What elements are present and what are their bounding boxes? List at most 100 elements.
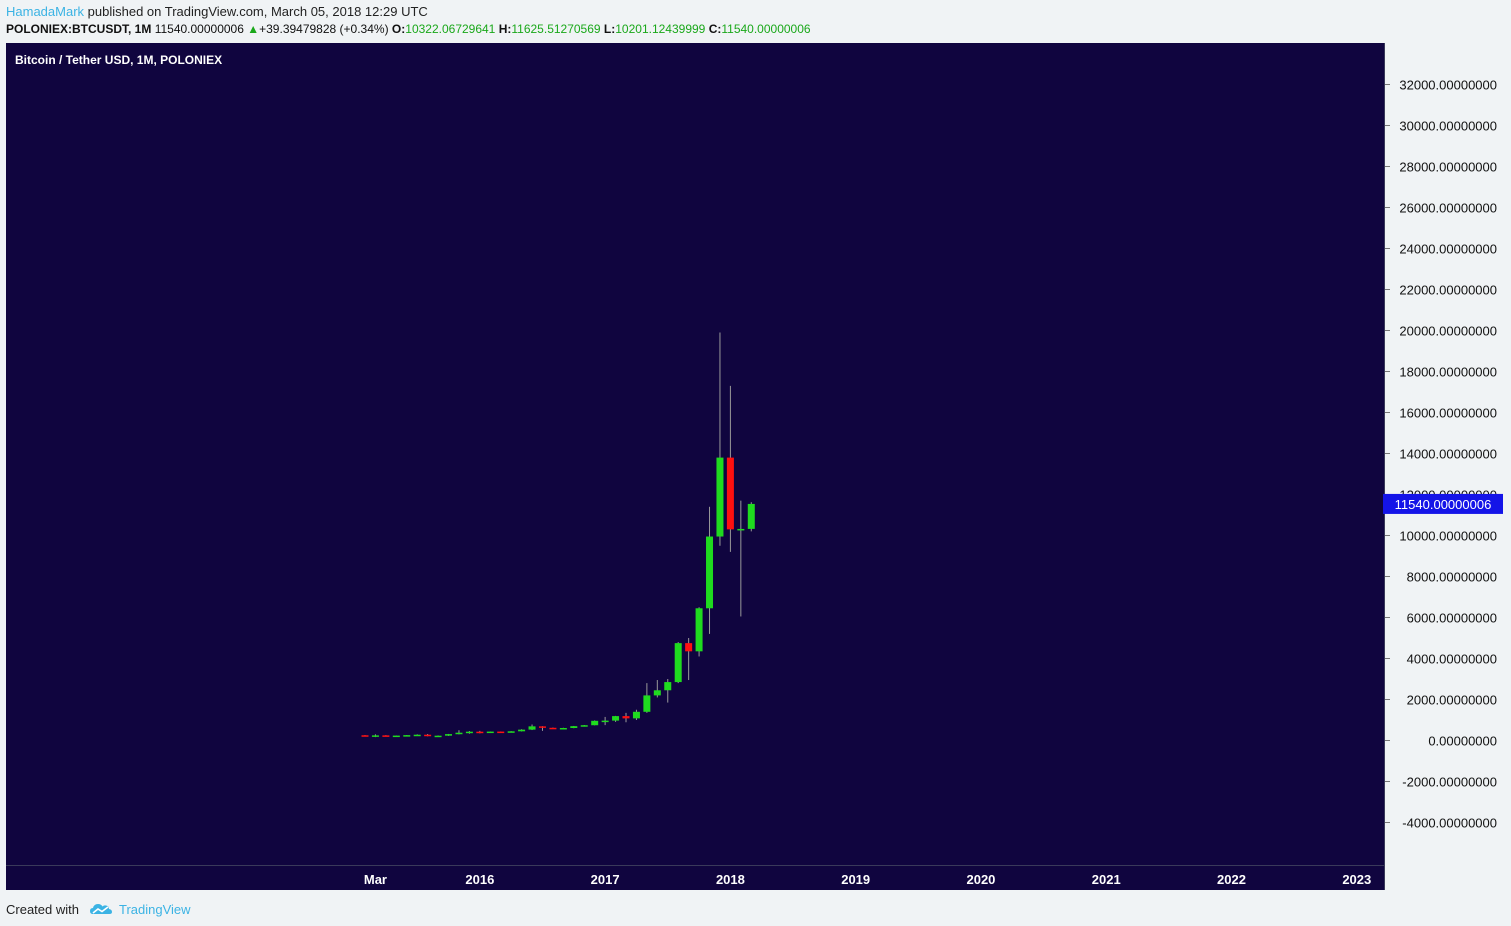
- candle-body: [664, 682, 672, 691]
- candle: [445, 733, 453, 736]
- x-tick-label: 2017: [591, 872, 620, 887]
- candle-body: [538, 726, 546, 728]
- candle-body: [632, 711, 640, 719]
- candle: [455, 730, 463, 735]
- low-value: 10201.12439999: [615, 22, 706, 36]
- high-value: 11625.51270569: [511, 22, 601, 36]
- candle-body: [403, 735, 411, 737]
- y-tick-label: 14000.00000000: [1399, 447, 1497, 462]
- y-tick-label: 18000.00000000: [1399, 365, 1497, 380]
- y-tick-label: -2000.00000000: [1402, 775, 1497, 790]
- candle: [664, 679, 672, 703]
- x-tick-label: 2023: [1342, 872, 1371, 887]
- candle: [361, 735, 369, 737]
- created-with-text: Created with: [6, 901, 79, 917]
- close-label: C:: [708, 22, 722, 36]
- candle: [685, 638, 693, 681]
- y-tick-label: 2000.00000000: [1407, 693, 1497, 708]
- candle-body: [601, 720, 609, 723]
- candle-body: [434, 735, 442, 738]
- candle: [601, 716, 609, 726]
- candle: [486, 731, 494, 734]
- last-price-marker: 11540.00000006: [1383, 493, 1503, 514]
- y-tick-label: 20000.00000000: [1399, 324, 1497, 339]
- candle: [580, 725, 588, 727]
- last-value: 11540.00000006: [154, 22, 244, 36]
- candle-body: [497, 731, 505, 734]
- y-tick-label: 22000.00000000: [1399, 283, 1497, 298]
- price-axis[interactable]: [1386, 43, 1504, 890]
- candle-body: [476, 731, 484, 734]
- last-price-badge: [1383, 493, 1503, 514]
- y-tick-label: 0.00000000: [1428, 734, 1497, 749]
- candle-body: [486, 731, 494, 734]
- y-tick-label: 4000.00000000: [1407, 652, 1497, 667]
- candle: [570, 725, 578, 729]
- candle: [706, 506, 714, 634]
- published-text: published on TradingView.com, March 05, …: [87, 4, 428, 19]
- candle: [538, 726, 546, 731]
- candle: [747, 502, 755, 532]
- candle-body: [392, 735, 400, 738]
- candle-body: [737, 528, 745, 531]
- candle-body: [622, 716, 630, 719]
- y-tick-label: 10000.00000000: [1399, 529, 1497, 544]
- candle: [382, 735, 390, 737]
- candle: [424, 733, 432, 737]
- candle: [497, 731, 505, 734]
- candle: [559, 727, 567, 730]
- candle: [726, 385, 734, 552]
- low-label: L:: [603, 22, 616, 36]
- candle-body: [518, 729, 526, 732]
- candle: [622, 712, 630, 723]
- y-tick-label: 6000.00000000: [1407, 611, 1497, 626]
- candle: [434, 735, 442, 738]
- candle-body: [382, 735, 390, 737]
- candle: [403, 735, 411, 737]
- candle-body: [570, 726, 578, 728]
- candle: [465, 731, 473, 734]
- x-tick-label: 2019: [841, 872, 870, 887]
- y-tick-label: 30000.00000000: [1399, 119, 1497, 134]
- candle: [653, 680, 661, 698]
- candle: [507, 731, 515, 733]
- x-tick-label: 2016: [465, 872, 494, 887]
- x-tick-labels: Mar 2016 2017 2018 2019 2020 2021 2022 2023: [364, 872, 1371, 887]
- candle: [549, 727, 557, 730]
- price-chart[interactable]: Bitcoin / Tether USD, 1M, POLONIEX 32000…: [6, 43, 1504, 890]
- candle-body: [507, 731, 515, 733]
- candle: [612, 715, 620, 722]
- x-tick-label: Mar: [364, 872, 387, 887]
- plot-area[interactable]: [6, 43, 1384, 865]
- y-tick-label: 26000.00000000: [1399, 201, 1497, 216]
- candle: [591, 720, 599, 726]
- x-tick-label: 2022: [1217, 872, 1246, 887]
- y-tick-label: 32000.00000000: [1399, 78, 1497, 93]
- candle: [371, 734, 379, 738]
- x-tick-label: 2018: [716, 872, 745, 887]
- candles: [361, 332, 755, 738]
- candle: [413, 734, 421, 737]
- time-axis[interactable]: [6, 865, 1384, 890]
- candle: [476, 730, 484, 734]
- candle-body: [559, 727, 567, 730]
- candle-body: [674, 643, 682, 683]
- candle-body: [528, 726, 536, 730]
- candle-body: [747, 503, 755, 529]
- tradingview-link[interactable]: TradingView: [118, 901, 191, 917]
- candle: [716, 332, 724, 546]
- candle-body: [361, 735, 369, 737]
- author-name[interactable]: HamadaMark: [6, 4, 85, 19]
- candle-body: [455, 732, 463, 735]
- candle-body: [716, 457, 724, 537]
- candle-body: [695, 608, 703, 652]
- candle-body: [726, 457, 734, 530]
- candle-body: [591, 720, 599, 726]
- candle-body: [549, 727, 557, 730]
- candle: [643, 683, 651, 713]
- candle-body: [643, 695, 651, 712]
- y-tick-label: 16000.00000000: [1399, 406, 1497, 421]
- y-tick-label: -4000.00000000: [1402, 816, 1497, 831]
- footer: Created with TradingView: [6, 900, 191, 918]
- candle-body: [653, 690, 661, 696]
